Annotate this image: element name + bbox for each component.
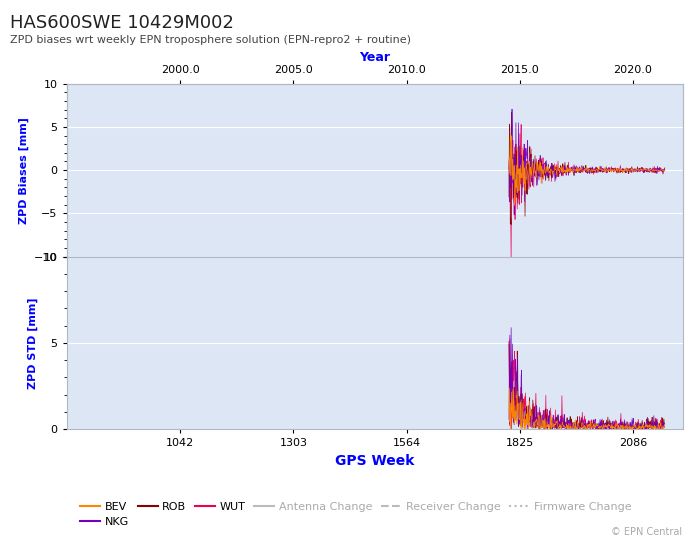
Text: HAS600SWE 10429M002: HAS600SWE 10429M002 xyxy=(10,14,234,31)
Y-axis label: ZPD STD [mm]: ZPD STD [mm] xyxy=(28,297,38,389)
Text: ZPD biases wrt weekly EPN troposphere solution (EPN-repro2 + routine): ZPD biases wrt weekly EPN troposphere so… xyxy=(10,35,412,45)
Legend: BEV, NKG, ROB, WUT, Antenna Change, Receiver Change, Firmware Change: BEV, NKG, ROB, WUT, Antenna Change, Rece… xyxy=(76,497,636,532)
X-axis label: Year: Year xyxy=(359,51,390,64)
Text: © EPN Central: © EPN Central xyxy=(611,527,682,537)
Y-axis label: ZPD Biases [mm]: ZPD Biases [mm] xyxy=(18,117,29,224)
X-axis label: GPS Week: GPS Week xyxy=(335,454,414,468)
